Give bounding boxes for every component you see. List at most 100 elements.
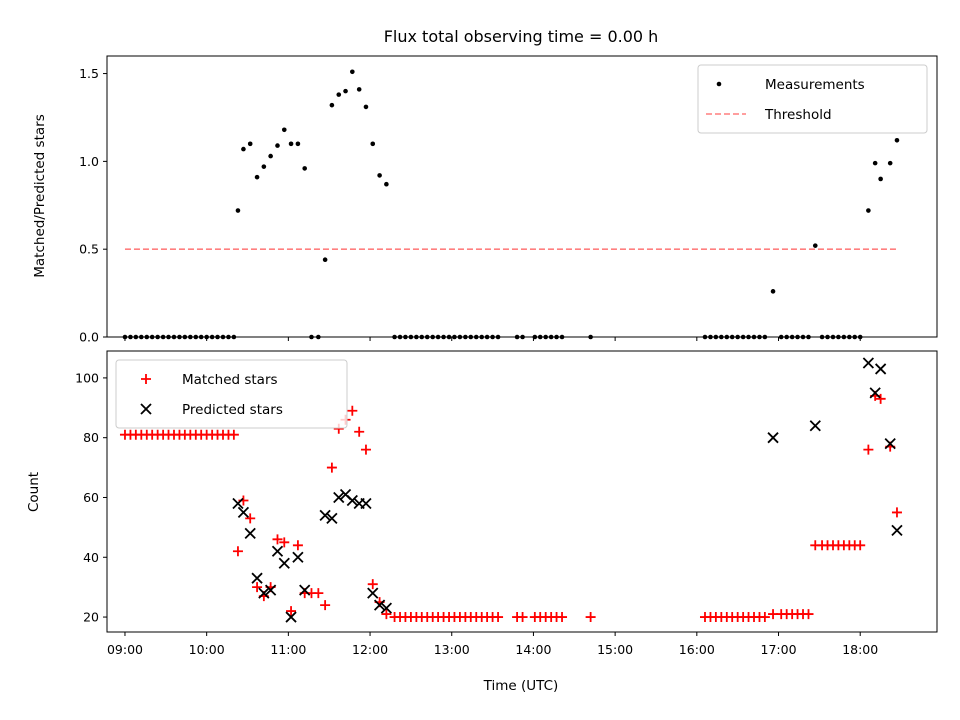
measurement-point (812, 243, 818, 248)
bottom-y-tick-label: 20 (83, 610, 99, 625)
matched-star-point (313, 588, 324, 599)
measurement-point (770, 289, 776, 294)
predicted-star-point (346, 494, 358, 507)
measurement-point (350, 69, 355, 75)
measurement-point (887, 160, 893, 166)
legend-label: Matched stars (182, 372, 278, 388)
measurement-point (288, 141, 294, 147)
measurement-point (295, 141, 301, 147)
measurement-point (268, 153, 273, 159)
matched-star-point (326, 462, 337, 473)
matched-star-point (232, 546, 243, 557)
predicted-star-point (319, 509, 331, 522)
predicted-star-point (278, 557, 290, 569)
bottom-x-tick-label: 15:00 (597, 642, 633, 657)
measurement-point (384, 181, 389, 187)
matched-star-point (252, 582, 263, 593)
predicted-star-point (333, 491, 345, 504)
top-y-axis-label: Matched/Predicted stars (32, 114, 48, 277)
top-legend: Measurements Threshold (697, 64, 928, 134)
predicted-star-point (891, 524, 903, 536)
top-y-tick-label: 0.0 (79, 330, 99, 345)
legend-matched-marker (141, 374, 151, 384)
bottom-x-tick-label: 13:00 (434, 642, 470, 657)
top-y-tick-label: 1.0 (79, 154, 99, 169)
predicted-star-point (285, 611, 297, 623)
legend-predicted-marker (140, 403, 152, 415)
matched-star-point (367, 579, 378, 590)
measurement-point (275, 143, 280, 148)
bottom-y-tick-label: 80 (83, 430, 99, 445)
top-plot-area: 0.0 0.5 1.0 1.5 Measurements Threshold (79, 55, 938, 345)
measurement-point (377, 173, 382, 178)
predicted-star-point (367, 587, 379, 599)
bottom-legend-box (115, 359, 348, 429)
matched-star-point (855, 540, 866, 551)
matched-star-point (354, 426, 365, 437)
matched-star-point (875, 393, 886, 404)
matched-star-point (272, 534, 283, 545)
bottom-y-axis-label: Count (26, 472, 42, 512)
measurement-point (878, 176, 883, 182)
bottom-x-tick-label: 18:00 (842, 642, 878, 657)
measurement-point (235, 208, 241, 213)
predicted-star-point (767, 432, 779, 444)
top-chart-title: Flux total observing time = 0.00 h (384, 27, 659, 46)
bottom-y-tick-label: 60 (83, 490, 99, 505)
bottom-y-tick-label: 40 (83, 550, 99, 565)
matched-star-point (863, 444, 874, 455)
matched-star-point (347, 405, 358, 416)
predicted-star-point (292, 551, 304, 563)
bottom-legend: Matched stars Predicted stars (115, 359, 348, 429)
matched-star-point (360, 444, 371, 455)
matched-star-point (557, 612, 568, 623)
measurement-point (241, 146, 246, 152)
measurement-point (329, 102, 335, 108)
predicted-star-point (874, 363, 887, 375)
bottom-x-tick-label: 16:00 (679, 642, 715, 657)
predicted-star-point (809, 420, 821, 432)
predicted-star-point (326, 512, 338, 525)
top-y-tick-label: 1.5 (79, 66, 99, 81)
bottom-plot-area: 20 40 60 80 100 09:00 10:00 11:00 12:00 13:00 14:0… (75, 350, 938, 657)
measurement-point (254, 174, 260, 180)
measurement-point (302, 166, 307, 171)
measurement-point (322, 257, 328, 263)
predicted-star-point (884, 438, 896, 450)
measurement-point (363, 104, 369, 110)
matched-star-point (228, 429, 239, 440)
predicted-star-point (360, 497, 372, 510)
matched-star-point (759, 612, 770, 623)
measurement-point (872, 160, 878, 166)
matched-star-point (803, 609, 814, 620)
matched-star-point (286, 606, 297, 617)
predicted-star-point (862, 357, 875, 369)
predicted-star-point (237, 506, 250, 519)
top-y-tick-label: 0.5 (79, 242, 99, 257)
top-axes-frame (106, 55, 938, 338)
matched-star-point (292, 540, 303, 551)
bottom-x-tick-label: 17:00 (761, 642, 797, 657)
predicted-star-point (380, 602, 393, 614)
measurement-point (343, 88, 348, 94)
matched-star-point (320, 600, 331, 611)
measurement-point (866, 208, 871, 213)
measurement-point (247, 141, 253, 147)
matched-star-point (585, 612, 596, 623)
predicted-star-point (251, 572, 263, 584)
predicted-star-point (258, 587, 270, 599)
bottom-x-tick-label: 09:00 (107, 642, 143, 657)
matched-star-point (279, 537, 290, 548)
bottom-x-tick-label: 10:00 (189, 642, 225, 657)
bottom-x-tick-label: 14:00 (515, 642, 551, 657)
measurement-point (894, 138, 900, 143)
predicted-star-point (232, 497, 244, 510)
predicted-star-point (264, 584, 277, 596)
bottom-x-tick-label: 11:00 (270, 642, 306, 657)
predicted-star-point (271, 545, 284, 557)
matched-star-point (245, 513, 256, 524)
bottom-x-axis-label: Time (UTC) (483, 678, 559, 694)
measurement-point (261, 164, 267, 169)
measurement-point (370, 141, 376, 147)
predicted-star-point (373, 599, 386, 611)
